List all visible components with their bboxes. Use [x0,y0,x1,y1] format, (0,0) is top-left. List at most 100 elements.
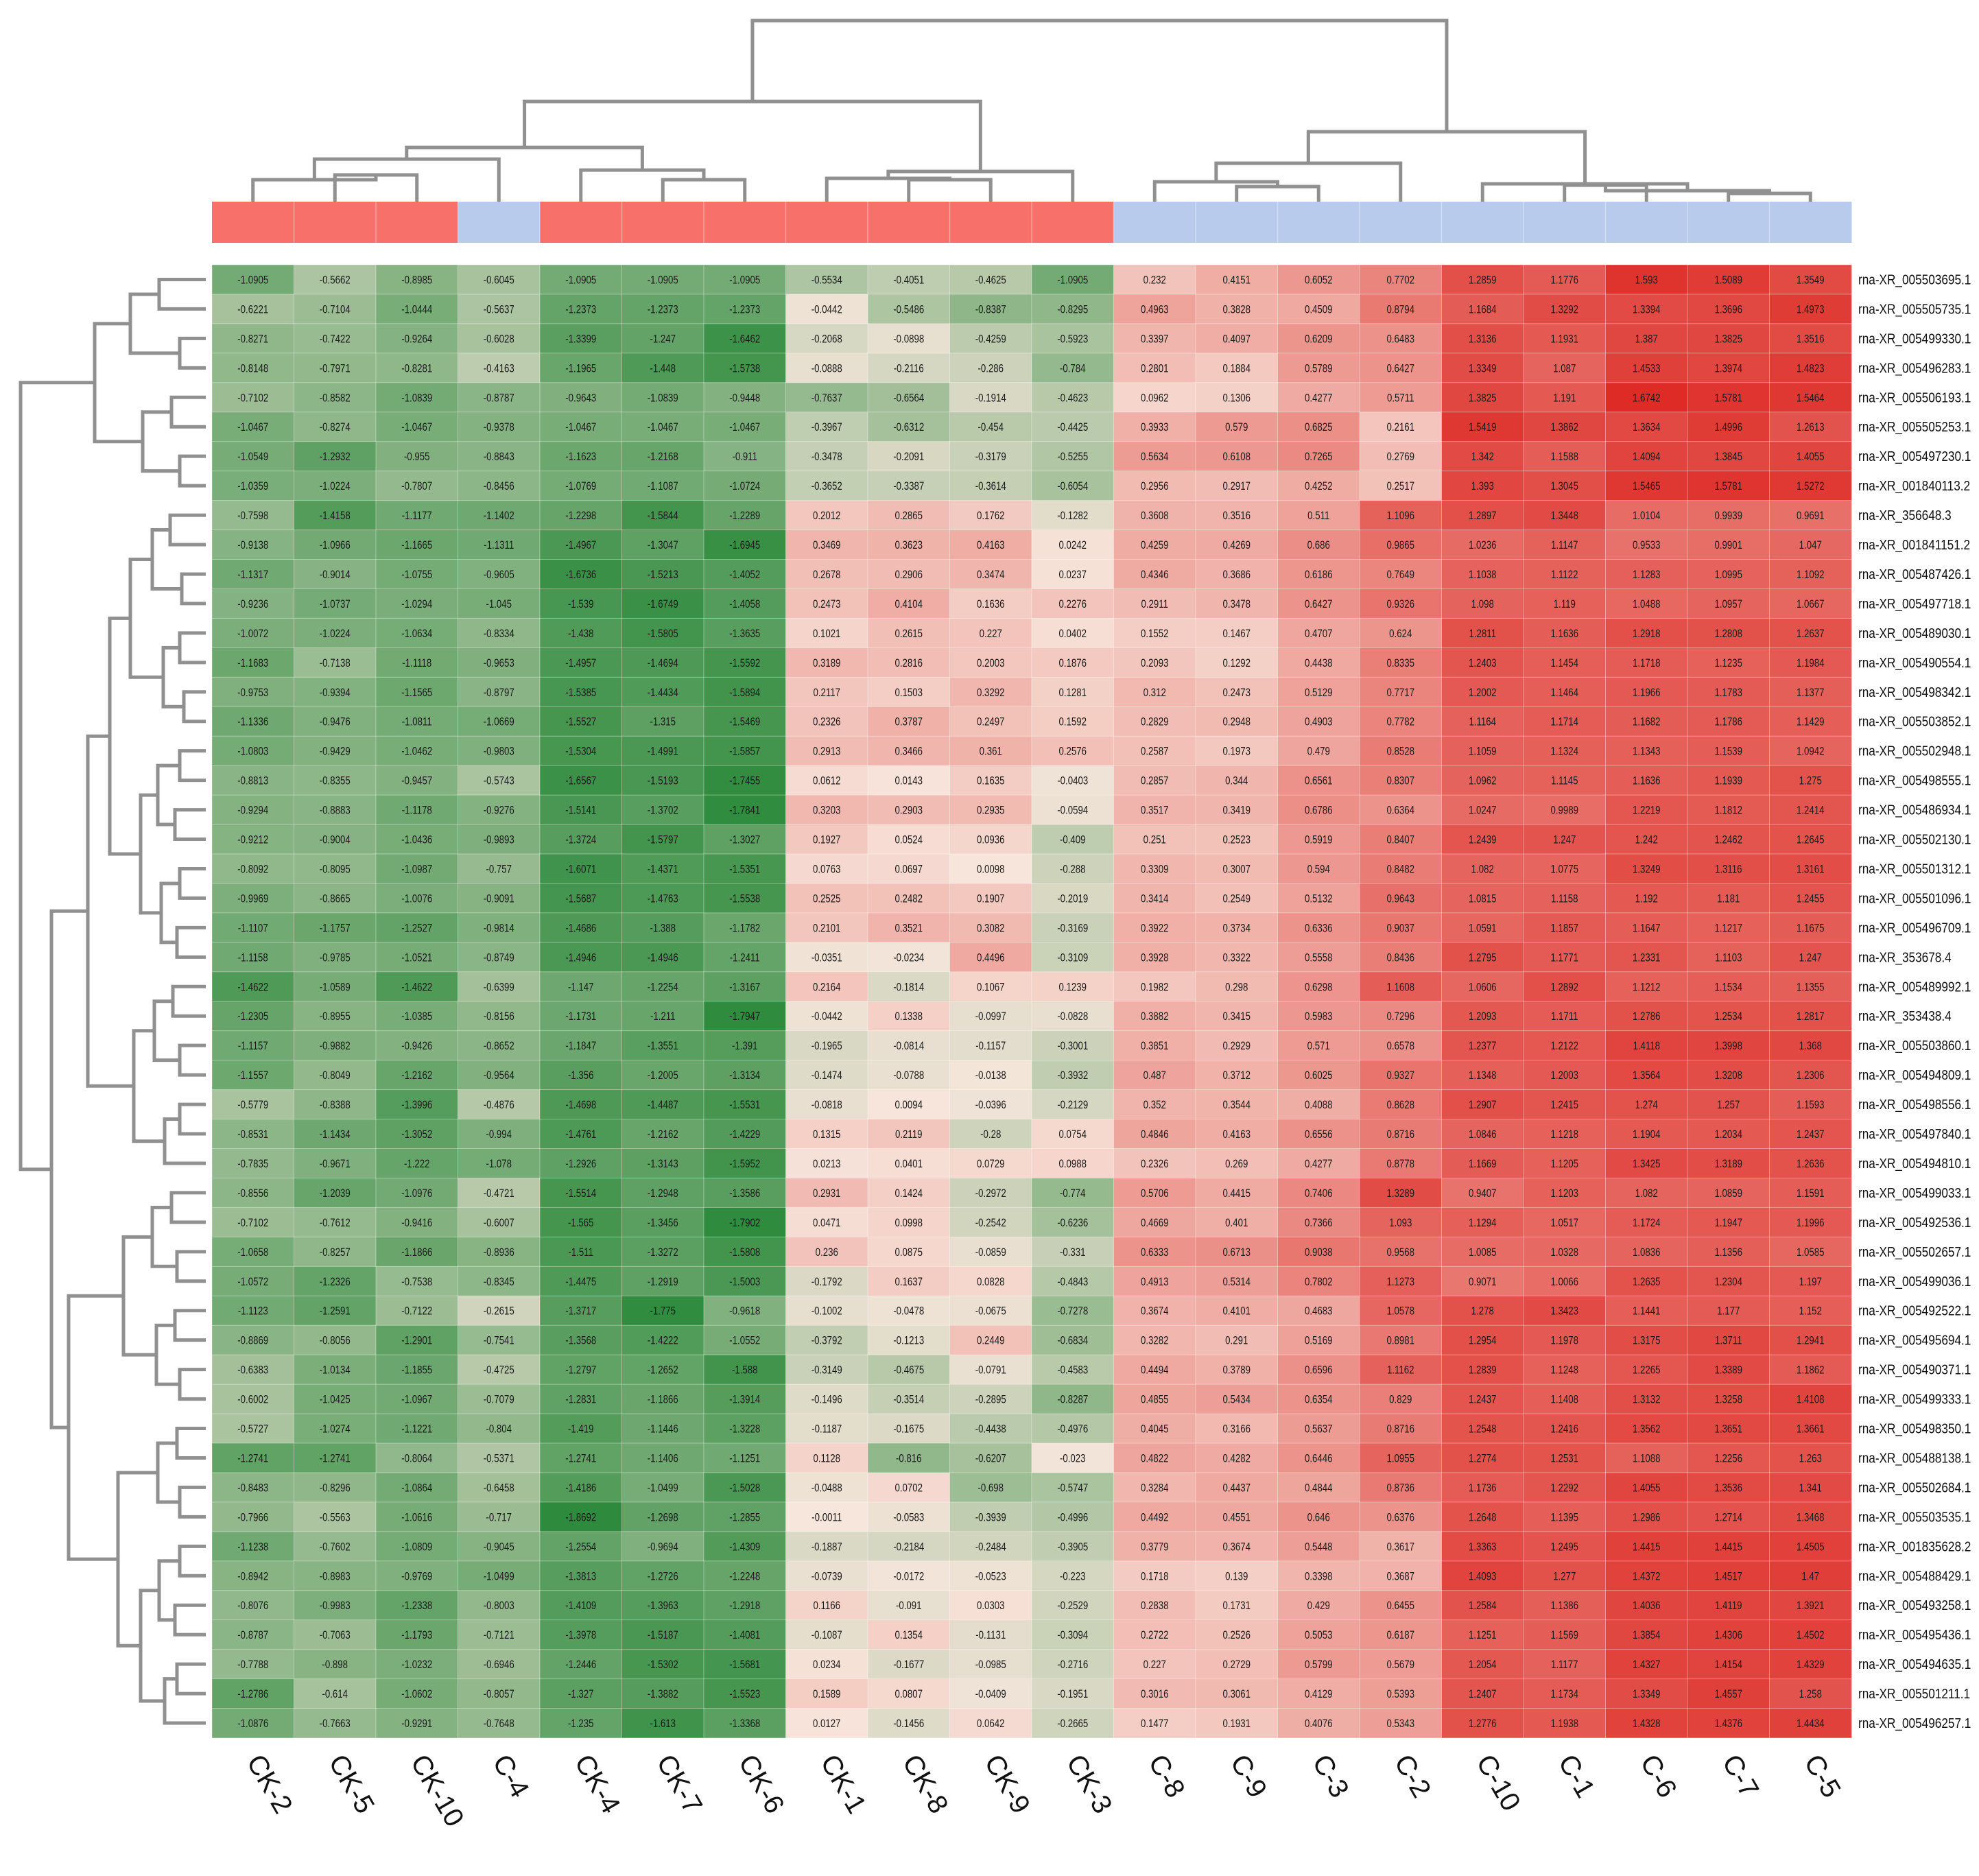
row-dendrogram-branch [175,925,206,959]
heatmap-cell [1687,912,1770,943]
heatmap-cell [703,471,787,501]
cell-value-label: 0.0237 [1058,568,1087,581]
cell-value-label: -0.9605 [484,568,514,581]
heatmap-cell [1441,1207,1524,1238]
cell-value-label: -0.816 [896,1452,922,1465]
cell-value-label: 0.3687 [1386,1570,1414,1583]
cell-value-label: -0.8843 [484,451,514,464]
heatmap-cell [621,588,704,619]
cell-value-label: 1.3536 [1714,1482,1742,1495]
heatmap-cell [1277,1236,1360,1268]
cell-value-label: 1.4093 [1469,1570,1497,1583]
heatmap-cell [785,912,868,943]
cell-value-label: 1.3249 [1633,863,1661,876]
cell-value-label: 0.2587 [1141,745,1169,758]
cell-value-label: 0.0401 [894,1157,923,1170]
cell-value-label: -0.6028 [484,333,514,346]
cell-value-label: -1.5213 [648,568,678,581]
cell-value-label: 1.5465 [1633,480,1661,493]
cell-value-label: 0.1907 [977,892,1005,905]
heatmap-cell [785,1442,868,1473]
heatmap-cell [1523,824,1607,855]
cell-value-label: -0.8983 [320,1570,351,1583]
heatmap-cell [1195,1030,1279,1061]
row-label: rna-XR_005499330.1 [1858,331,1971,347]
row-dendrogram-branch [139,1589,165,1703]
heatmap-cell [867,824,951,855]
heatmap-cell [703,1119,787,1150]
cell-value-label: -0.7598 [237,510,268,523]
cell-value-label: -0.8271 [237,333,268,346]
cell-value-label: 0.2473 [813,597,841,610]
cell-value-label: 1.393 [1471,480,1494,493]
heatmap-cell [211,971,295,1002]
cell-value-label: 0.487 [1143,1069,1166,1082]
cell-value-label: -0.1187 [811,1423,842,1436]
heatmap-cell [1359,588,1443,619]
cell-value-label: 0.2523 [1222,833,1251,846]
column-label: CK-6 [733,1750,790,1819]
cell-value-label: -1.3143 [648,1157,678,1170]
cell-value-label: 1.2416 [1550,1423,1578,1436]
cell-value-label: -1.7902 [729,1216,760,1229]
cell-value-label: -0.8582 [320,392,351,405]
heatmap-cell [1113,471,1196,501]
cell-value-label: -0.7138 [320,656,351,669]
cell-value-label: 1.1395 [1550,1511,1578,1524]
cell-value-label: 0.312 [1143,686,1166,699]
heatmap-cell [1359,1354,1443,1386]
column-label: C-5 [1798,1750,1846,1803]
heatmap-cell [1523,1030,1607,1061]
heatmap-cell [211,1266,295,1297]
cell-value-label: 0.6025 [1305,1069,1333,1082]
heatmap-cell [294,1060,377,1091]
cell-value-label: 1.181 [1717,892,1740,905]
cell-value-label: 0.4104 [894,597,923,610]
heatmap-cell [1113,1266,1196,1297]
cell-value-label: 0.3292 [977,686,1005,699]
heatmap-cell [949,1442,1032,1473]
column-dendrogram-branch [1727,191,1812,202]
cell-value-label: -0.7637 [811,392,842,405]
row-dendrogram-branch [19,381,95,1172]
cell-value-label: -0.8281 [401,362,432,375]
cell-value-label: 0.2801 [1141,362,1169,375]
heatmap-cell [1769,1001,1852,1032]
heatmap-cell [1605,1030,1688,1061]
cell-value-label: -0.784 [1060,362,1086,375]
heatmap-cell [867,353,951,383]
cell-value-label: 0.3309 [1141,863,1169,876]
cell-value-label: -0.5371 [484,1452,514,1465]
cell-value-label: 1.3289 [1386,1187,1414,1200]
cell-value-label: -1.4991 [648,745,678,758]
cell-value-label: 1.1324 [1550,745,1578,758]
heatmap-cell [785,588,868,619]
cell-value-label: 0.2164 [813,981,841,994]
heatmap-cell [1769,765,1852,796]
heatmap-cell [1277,1354,1360,1386]
row-dendrogram-branch [178,1485,206,1519]
cell-value-label: 1.0517 [1550,1216,1578,1229]
cell-value-label: 1.3974 [1714,362,1742,375]
heatmap-cell [539,1001,623,1032]
heatmap-cell [785,1148,868,1179]
cell-value-label: 1.2635 [1633,1275,1661,1288]
heatmap-cell [1523,264,1607,295]
cell-value-label: -0.0523 [975,1570,1006,1583]
cell-value-label: 0.6556 [1305,1128,1333,1141]
heatmap-cell [785,883,868,914]
heatmap-cell [1113,382,1196,413]
heatmap-cell [867,1001,951,1032]
heatmap-cell [1113,1354,1196,1386]
cell-value-label: -0.7835 [237,1157,268,1170]
cell-value-label: 1.1158 [1551,892,1578,905]
cell-value-label: -1.2554 [565,1541,596,1554]
cell-value-label: -0.9294 [237,804,268,817]
heatmap-cell [458,1354,541,1386]
heatmap-cell [1441,765,1524,796]
row-label: rna-XR_005486934.1 [1858,802,1971,818]
cell-value-label: 1.2859 [1469,274,1497,287]
cell-value-label: 0.7649 [1386,568,1414,581]
heatmap-cell [1605,883,1688,914]
